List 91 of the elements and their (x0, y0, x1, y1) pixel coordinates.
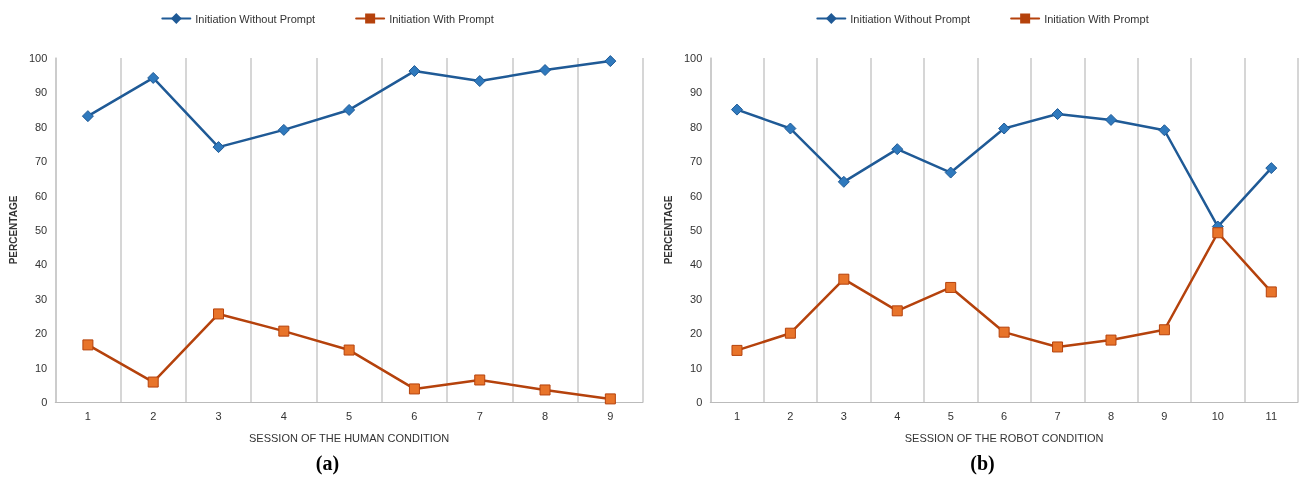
x-tick-label: 9 (1161, 409, 1168, 422)
legend-label: Initiation Without Prompt (195, 12, 316, 25)
point (343, 344, 355, 356)
x-tick-label: 8 (1107, 409, 1115, 422)
y-axis-title: PERCENTAGE (662, 195, 674, 265)
y-tick-label: 80 (35, 120, 48, 133)
point (1051, 108, 1064, 121)
point (1212, 227, 1224, 239)
x-tick-label: 7 (476, 409, 483, 422)
x-tick-label: 6 (411, 409, 418, 422)
x-tick-label: 8 (541, 409, 549, 422)
point (1105, 334, 1117, 346)
y-tick-label: 90 (35, 86, 48, 99)
point (945, 281, 957, 293)
x-tick-label: 3 (215, 409, 222, 422)
y-tick-label: 0 (41, 396, 48, 408)
point (891, 305, 903, 317)
point (213, 308, 225, 320)
x-tick-label: 5 (947, 409, 954, 422)
y-tick-label: 30 (690, 292, 703, 305)
x-tick-label: 9 (607, 409, 614, 422)
point (408, 383, 420, 395)
x-axis-title: SESSION OF THE HUMAN CONDITION (248, 431, 450, 444)
point (1158, 324, 1170, 336)
point (212, 141, 225, 154)
y-tick-label: 100 (683, 52, 703, 64)
text: (b) (969, 452, 996, 475)
y-tick-label: 0 (696, 396, 703, 408)
y-tick-label: 20 (35, 327, 48, 340)
point (539, 64, 552, 77)
point (837, 175, 850, 188)
y-tick-label: 10 (690, 361, 703, 374)
point (147, 71, 160, 84)
point (539, 384, 551, 396)
y-tick-label: 20 (690, 327, 703, 340)
x-tick-label: 11 (1265, 409, 1277, 422)
point (473, 75, 486, 88)
point (838, 273, 850, 285)
x-axis-title: SESSION OF THE ROBOT CONDITION (904, 431, 1104, 444)
x-tick-label: 10 (1211, 409, 1224, 422)
point (278, 325, 290, 337)
y-axis-title: PERCENTAGE (7, 195, 19, 265)
point (82, 339, 94, 351)
point (604, 393, 616, 405)
point (784, 327, 796, 339)
y-tick-label: 70 (690, 155, 703, 168)
legend-label: Initiation With Prompt (1044, 12, 1149, 25)
y-tick-label: 60 (690, 189, 703, 202)
text: (a) (314, 452, 341, 475)
x-tick-label: 2 (150, 409, 157, 422)
y-tick-label: 50 (690, 224, 703, 236)
point (998, 122, 1011, 135)
point (81, 110, 94, 123)
point (474, 374, 486, 386)
y-tick-label: 30 (35, 292, 48, 305)
point (1158, 124, 1171, 137)
point (1265, 286, 1277, 298)
y-tick-label: 40 (690, 258, 703, 271)
point (1052, 341, 1064, 353)
x-tick-label: 1 (733, 409, 741, 422)
x-tick-label: 4 (280, 409, 287, 422)
legend-label: Initiation Without Prompt (850, 12, 971, 25)
point (604, 55, 617, 68)
point (1265, 162, 1278, 175)
x-tick-label: 6 (1001, 409, 1008, 422)
point (1104, 113, 1117, 126)
legend-label: Initiation With Prompt (389, 12, 494, 25)
y-tick-label: 90 (690, 86, 703, 99)
y-tick-label: 50 (35, 224, 48, 236)
x-tick-label: 4 (894, 409, 901, 422)
x-tick-label: 3 (840, 409, 847, 422)
point (998, 326, 1010, 338)
y-tick-label: 10 (35, 361, 48, 374)
x-tick-label: 1 (84, 409, 91, 422)
point (944, 166, 957, 179)
y-tick-label: 100 (28, 52, 48, 64)
point (408, 65, 421, 78)
x-tick-label: 7 (1054, 409, 1061, 422)
point (731, 344, 743, 356)
x-tick-label: 5 (346, 409, 353, 422)
point (147, 376, 159, 388)
y-tick-label: 70 (35, 155, 48, 168)
y-tick-label: 60 (35, 189, 48, 202)
point (891, 143, 904, 156)
x-tick-label: 2 (787, 409, 794, 422)
point (343, 103, 356, 116)
y-tick-label: 40 (35, 258, 48, 271)
point (730, 103, 743, 116)
point (784, 122, 797, 135)
point (277, 123, 290, 136)
y-tick-label: 80 (690, 120, 703, 133)
